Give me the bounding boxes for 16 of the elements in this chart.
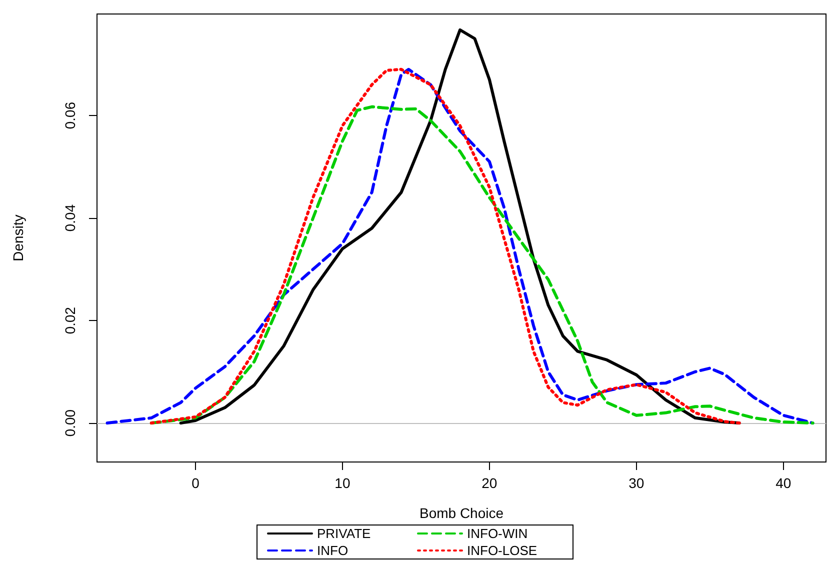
x-tick-label: 0: [192, 475, 200, 491]
x-tick-label: 30: [628, 475, 644, 491]
y-tick-label: 0.02: [62, 306, 78, 334]
legend-label: INFO: [317, 543, 348, 558]
legend-label: INFO-LOSE: [467, 543, 538, 558]
x-tick-label: 10: [334, 475, 350, 491]
legend-label: INFO-WIN: [467, 526, 528, 541]
x-tick-label: 20: [482, 475, 498, 491]
legend-label: PRIVATE: [317, 526, 372, 541]
line-series: [106, 68, 814, 425]
y-tick-label: 0.06: [62, 102, 78, 130]
y-tick-label: 0.00: [62, 409, 78, 437]
x-axis-title: Bomb Choice: [419, 505, 504, 521]
y-axis-title: Density: [10, 214, 26, 262]
x-tick-label: 40: [776, 475, 792, 491]
y-tick-label: 0.04: [62, 204, 78, 232]
